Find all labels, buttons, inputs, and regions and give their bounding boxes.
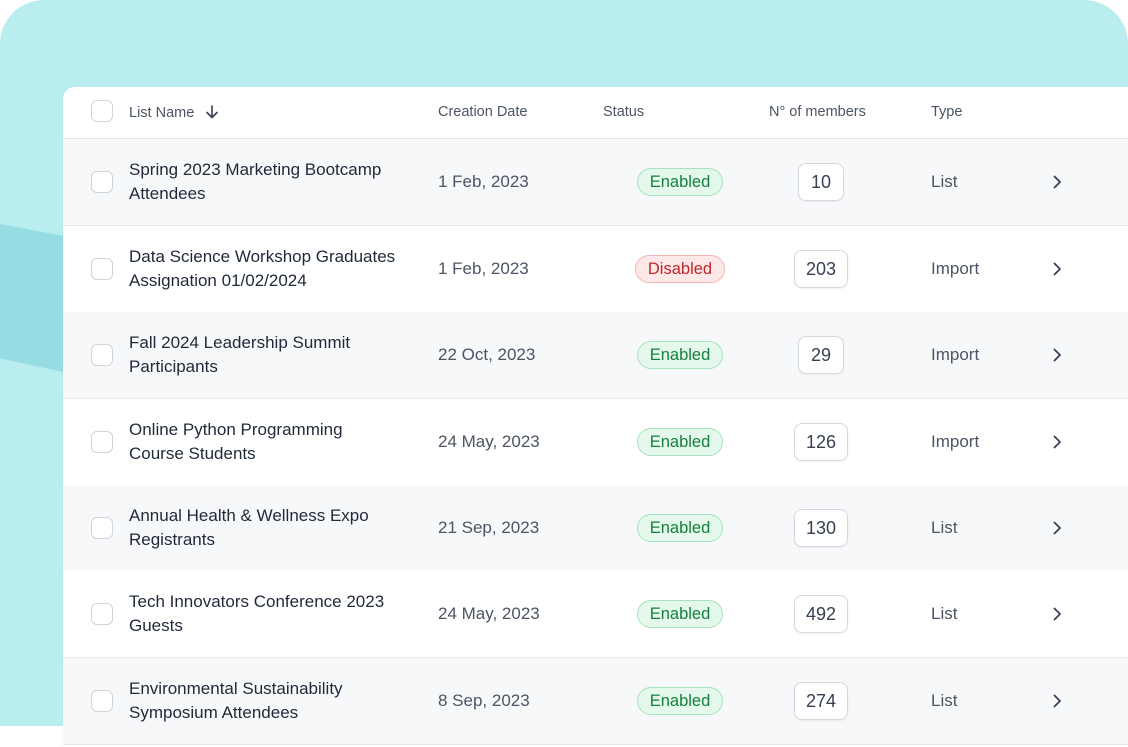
table-row[interactable]: Fall 2024 Leadership Summit Participants… <box>63 312 1128 399</box>
list-name: Annual Health & Wellness Expo Registrant… <box>129 506 369 549</box>
creation-date: 1 Feb, 2023 <box>438 259 529 278</box>
column-header-type[interactable]: Type <box>931 104 963 120</box>
table-row[interactable]: Data Science Workshop Graduates Assignat… <box>63 226 1128 313</box>
table-row[interactable]: Tech Innovators Conference 2023 Guests 2… <box>63 571 1128 658</box>
list-name: Fall 2024 Leadership Summit Participants <box>129 333 351 376</box>
table-row[interactable]: Online Python Programming Course Student… <box>63 399 1128 486</box>
status-badge: Disabled <box>634 255 726 283</box>
chevron-right-icon[interactable] <box>1048 260 1066 278</box>
column-header-list-name-label: List Name <box>129 105 195 121</box>
table-header: List Name Creation Date Status N° of mem… <box>63 87 1128 139</box>
table-row[interactable]: Environmental Sustainability Symposium A… <box>63 658 1128 745</box>
row-checkbox[interactable] <box>91 431 113 453</box>
list-type: List <box>931 518 958 537</box>
row-checkbox[interactable] <box>91 344 113 366</box>
row-checkbox[interactable] <box>91 171 113 193</box>
chevron-right-icon[interactable] <box>1048 173 1066 191</box>
status-badge: Enabled <box>636 600 724 628</box>
list-type: Import <box>931 345 980 364</box>
creation-date: 24 May, 2023 <box>438 604 540 623</box>
chevron-right-icon[interactable] <box>1048 519 1066 537</box>
creation-date: 1 Feb, 2023 <box>438 172 529 191</box>
creation-date: 22 Oct, 2023 <box>438 345 536 364</box>
members-count: 10 <box>798 163 844 201</box>
list-name: Tech Innovators Conference 2023 Guests <box>129 592 385 635</box>
list-type: Import <box>931 259 980 278</box>
column-header-status[interactable]: Status <box>603 104 645 120</box>
members-count: 130 <box>793 509 849 547</box>
list-type: List <box>931 604 958 623</box>
list-name: Environmental Sustainability Symposium A… <box>129 679 343 722</box>
members-count: 492 <box>793 595 849 633</box>
row-checkbox[interactable] <box>91 258 113 280</box>
members-count: 274 <box>793 682 849 720</box>
chevron-right-icon[interactable] <box>1048 346 1066 364</box>
column-header-list-name[interactable]: List Name <box>129 104 220 121</box>
list-type: List <box>931 172 958 191</box>
status-badge: Enabled <box>636 341 724 369</box>
members-count: 126 <box>793 423 849 461</box>
chevron-right-icon[interactable] <box>1048 692 1066 710</box>
chevron-right-icon[interactable] <box>1048 433 1066 451</box>
creation-date: 21 Sep, 2023 <box>438 518 540 537</box>
column-header-members[interactable]: N° of members <box>769 104 866 120</box>
creation-date: 24 May, 2023 <box>438 432 540 451</box>
column-header-creation-date[interactable]: Creation Date <box>438 104 528 120</box>
list-type: List <box>931 691 958 710</box>
table-row[interactable]: Spring 2023 Marketing Bootcamp Attendees… <box>63 139 1128 226</box>
row-checkbox[interactable] <box>91 690 113 712</box>
table-row[interactable]: Annual Health & Wellness Expo Registrant… <box>63 485 1128 572</box>
status-badge: Enabled <box>636 687 724 715</box>
arrow-down-icon[interactable] <box>204 104 220 120</box>
status-badge: Enabled <box>636 428 724 456</box>
row-checkbox[interactable] <box>91 517 113 539</box>
status-badge: Enabled <box>636 168 724 196</box>
members-count: 29 <box>798 336 844 374</box>
lists-table: List Name Creation Date Status N° of mem… <box>63 87 1128 747</box>
list-name: Online Python Programming Course Student… <box>129 420 343 463</box>
select-all-checkbox[interactable] <box>91 100 113 122</box>
status-badge: Enabled <box>636 514 724 542</box>
list-name: Spring 2023 Marketing Bootcamp Attendees <box>129 160 382 203</box>
list-name: Data Science Workshop Graduates Assignat… <box>129 247 396 290</box>
members-count: 203 <box>793 250 849 288</box>
list-type: Import <box>931 432 980 451</box>
chevron-right-icon[interactable] <box>1048 605 1066 623</box>
row-checkbox[interactable] <box>91 603 113 625</box>
creation-date: 8 Sep, 2023 <box>438 691 530 710</box>
